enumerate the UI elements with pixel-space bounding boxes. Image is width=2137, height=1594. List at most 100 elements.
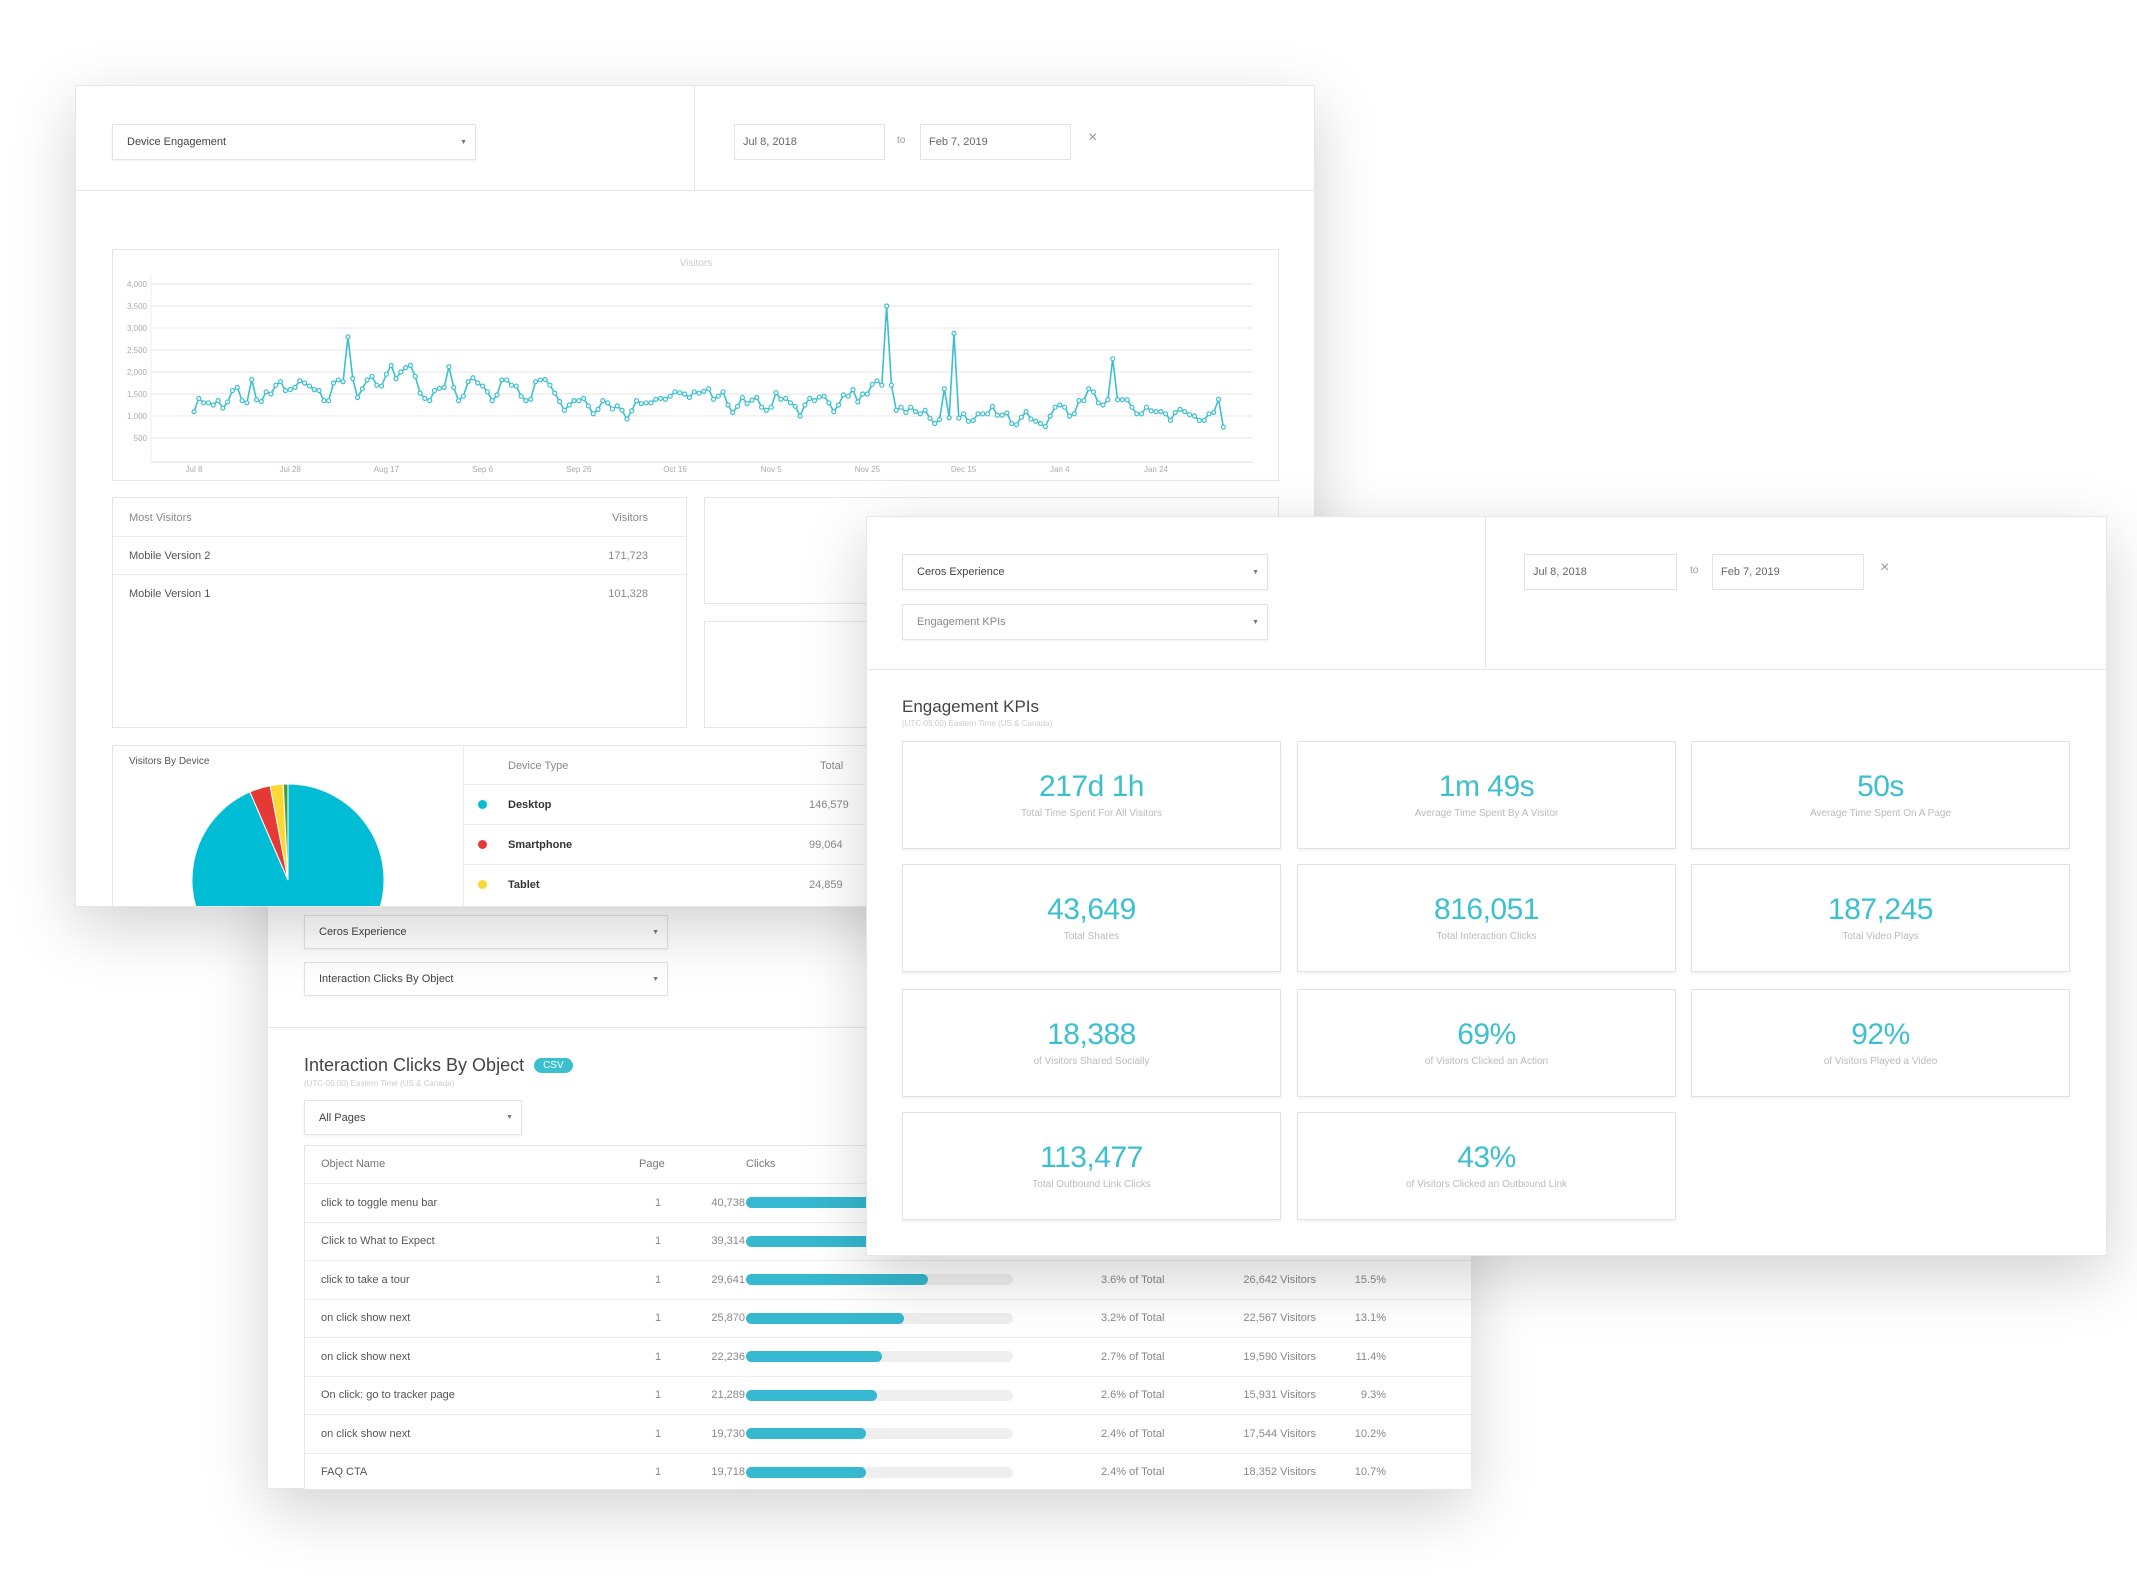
- kpi-label: of Visitors Clicked an Action: [1424, 1056, 1549, 1067]
- data-point: [556, 398, 563, 405]
- data-point: [932, 420, 938, 427]
- object-name: click to toggle menu bar: [321, 1196, 438, 1209]
- date-to-input[interactable]: Feb 7, 2019: [1712, 554, 1864, 590]
- clear-dates-icon[interactable]: ×: [1880, 559, 1890, 576]
- x-tick-label: Jul 28: [280, 465, 302, 474]
- data-point: [657, 395, 664, 401]
- data-point: [807, 395, 813, 401]
- data-point: [1095, 400, 1101, 406]
- data-point: [951, 330, 957, 336]
- data-point: [884, 303, 890, 309]
- report-select[interactable]: Interaction Clicks By Object ▼: [304, 962, 668, 996]
- data-point: [1071, 411, 1077, 417]
- data-point: [1211, 409, 1217, 416]
- row-visitors: 101,328: [608, 587, 648, 600]
- caret-down-icon: ▼: [652, 928, 659, 936]
- page-filter-select[interactable]: All Pages ▼: [304, 1100, 522, 1135]
- data-point: [277, 379, 284, 385]
- visitors-chart: Visitors 500 1,000 1,500 2,000 2,500 3,000 3,50…: [112, 249, 1279, 481]
- data-point: [585, 403, 592, 409]
- experience-select[interactable]: Ceros Experience ▼: [304, 915, 668, 949]
- clicks-count: 25,870: [711, 1312, 745, 1325]
- data-point: [816, 394, 822, 400]
- data-point: [908, 404, 914, 410]
- data-point: [571, 398, 577, 404]
- data-point: [523, 398, 529, 404]
- data-point: [912, 409, 919, 415]
- data-point: [335, 377, 341, 383]
- data-point: [734, 403, 741, 409]
- data-point: [999, 412, 1005, 418]
- kpi-label: Total Interaction Clicks: [1436, 931, 1537, 942]
- visitors-line-chart: Visitors 500 1,000 1,500 2,000 2,500 3,000 3,50…: [127, 258, 1253, 474]
- visitors-count: 17,544 Visitors: [1243, 1427, 1316, 1440]
- data-point: [220, 405, 226, 411]
- data-point: [528, 396, 534, 402]
- data-point: [287, 387, 293, 393]
- data-point: [422, 395, 428, 401]
- data-point: [590, 411, 596, 417]
- row-name: Mobile Version 2: [129, 549, 211, 562]
- device-row: Desktop 146,579: [464, 784, 863, 824]
- data-point: [787, 400, 794, 406]
- clicks-count: 19,718: [711, 1466, 745, 1479]
- data-point: [1220, 424, 1226, 430]
- data-point: [1158, 409, 1164, 415]
- data-point: [869, 381, 875, 387]
- experience-select[interactable]: Ceros Experience ▼: [902, 554, 1268, 590]
- data-point: [359, 386, 365, 392]
- date-to-input[interactable]: Feb 7, 2019: [920, 124, 1071, 160]
- data-point: [1177, 406, 1183, 412]
- device-total: 24,859: [809, 878, 843, 891]
- csv-button[interactable]: CSV: [534, 1058, 573, 1073]
- data-point: [345, 334, 351, 340]
- data-point: [715, 393, 721, 399]
- kpi-card: 92% of Visitors Played a Video: [1691, 989, 2070, 1097]
- data-point: [893, 407, 899, 413]
- table-row: Mobile Version 2 171,723: [113, 536, 686, 574]
- visitors-percent: 15.5%: [1354, 1273, 1386, 1286]
- experience-select-value: Ceros Experience: [917, 566, 1005, 578]
- data-point: [480, 383, 486, 389]
- kpi-card: 18,388 of Visitors Shared Socially: [902, 989, 1281, 1097]
- data-point: [859, 391, 866, 397]
- clear-dates-icon[interactable]: ×: [1088, 129, 1098, 146]
- data-point: [1033, 418, 1039, 424]
- x-tick-label: Nov 5: [761, 465, 782, 474]
- kpi-label: of Visitors Played a Video: [1823, 1056, 1938, 1067]
- data-point: [244, 400, 250, 406]
- data-point: [354, 394, 361, 401]
- kpi-card: 816,051 Total Interaction Clicks: [1297, 864, 1676, 972]
- data-point: [1076, 398, 1082, 404]
- data-point: [306, 383, 313, 389]
- data-point: [638, 401, 644, 407]
- clicks-count: 19,730: [711, 1427, 745, 1440]
- data-point: [850, 387, 856, 393]
- data-point: [508, 382, 515, 388]
- report-select[interactable]: Device Engagement ▼: [112, 124, 476, 160]
- data-point: [994, 412, 1000, 418]
- data-point: [552, 390, 558, 396]
- clicks-bar-fill: [746, 1428, 867, 1440]
- data-point: [1105, 397, 1111, 403]
- data-point: [1134, 411, 1140, 417]
- report-select[interactable]: Engagement KPIs ▼: [902, 604, 1268, 640]
- data-point: [263, 389, 269, 395]
- data-point: [835, 402, 842, 408]
- visitors-count: 18,352 Visitors: [1243, 1466, 1316, 1479]
- date-from-input[interactable]: Jul 8, 2018: [1524, 554, 1677, 590]
- data-point: [797, 413, 803, 419]
- data-point: [205, 400, 212, 406]
- data-point: [1163, 411, 1169, 417]
- data-point: [941, 386, 947, 392]
- data-point: [451, 384, 457, 390]
- data-point: [1129, 404, 1135, 410]
- data-point: [576, 398, 582, 404]
- data-point: [624, 416, 630, 422]
- page-number: 1: [655, 1273, 662, 1286]
- date-from-input[interactable]: Jul 8, 2018: [734, 124, 885, 160]
- kpi-value: 1m 49s: [1438, 770, 1535, 803]
- visitors-percent: 11.4%: [1355, 1350, 1386, 1363]
- data-point: [532, 379, 539, 385]
- data-point: [667, 393, 673, 399]
